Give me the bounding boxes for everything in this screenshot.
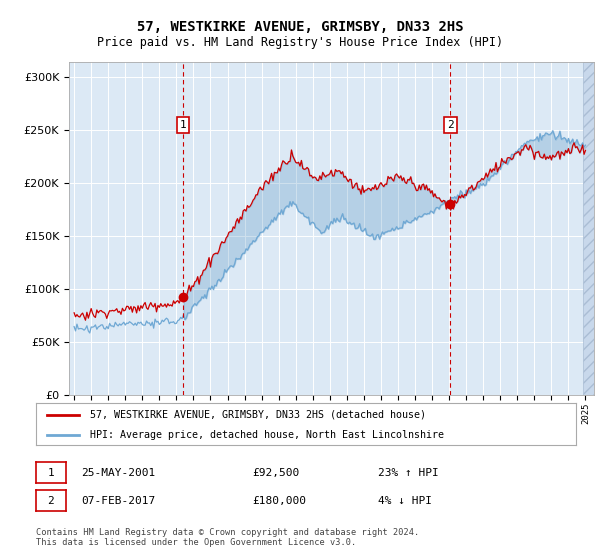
Text: 25-MAY-2001: 25-MAY-2001 (81, 468, 155, 478)
Text: 2: 2 (447, 120, 454, 130)
Text: 23% ↑ HPI: 23% ↑ HPI (378, 468, 439, 478)
Text: Price paid vs. HM Land Registry's House Price Index (HPI): Price paid vs. HM Land Registry's House … (97, 36, 503, 49)
Text: £180,000: £180,000 (252, 496, 306, 506)
Text: 07-FEB-2017: 07-FEB-2017 (81, 496, 155, 506)
Text: 57, WESTKIRKE AVENUE, GRIMSBY, DN33 2HS (detached house): 57, WESTKIRKE AVENUE, GRIMSBY, DN33 2HS … (90, 410, 426, 420)
Text: 1: 1 (179, 120, 186, 130)
Text: 57, WESTKIRKE AVENUE, GRIMSBY, DN33 2HS: 57, WESTKIRKE AVENUE, GRIMSBY, DN33 2HS (137, 20, 463, 34)
Text: Contains HM Land Registry data © Crown copyright and database right 2024.
This d: Contains HM Land Registry data © Crown c… (36, 528, 419, 547)
Text: 2: 2 (47, 496, 55, 506)
Text: 4% ↓ HPI: 4% ↓ HPI (378, 496, 432, 506)
Text: HPI: Average price, detached house, North East Lincolnshire: HPI: Average price, detached house, Nort… (90, 430, 444, 440)
Text: 1: 1 (47, 468, 55, 478)
Text: £92,500: £92,500 (252, 468, 299, 478)
Bar (583, 62, 594, 395)
